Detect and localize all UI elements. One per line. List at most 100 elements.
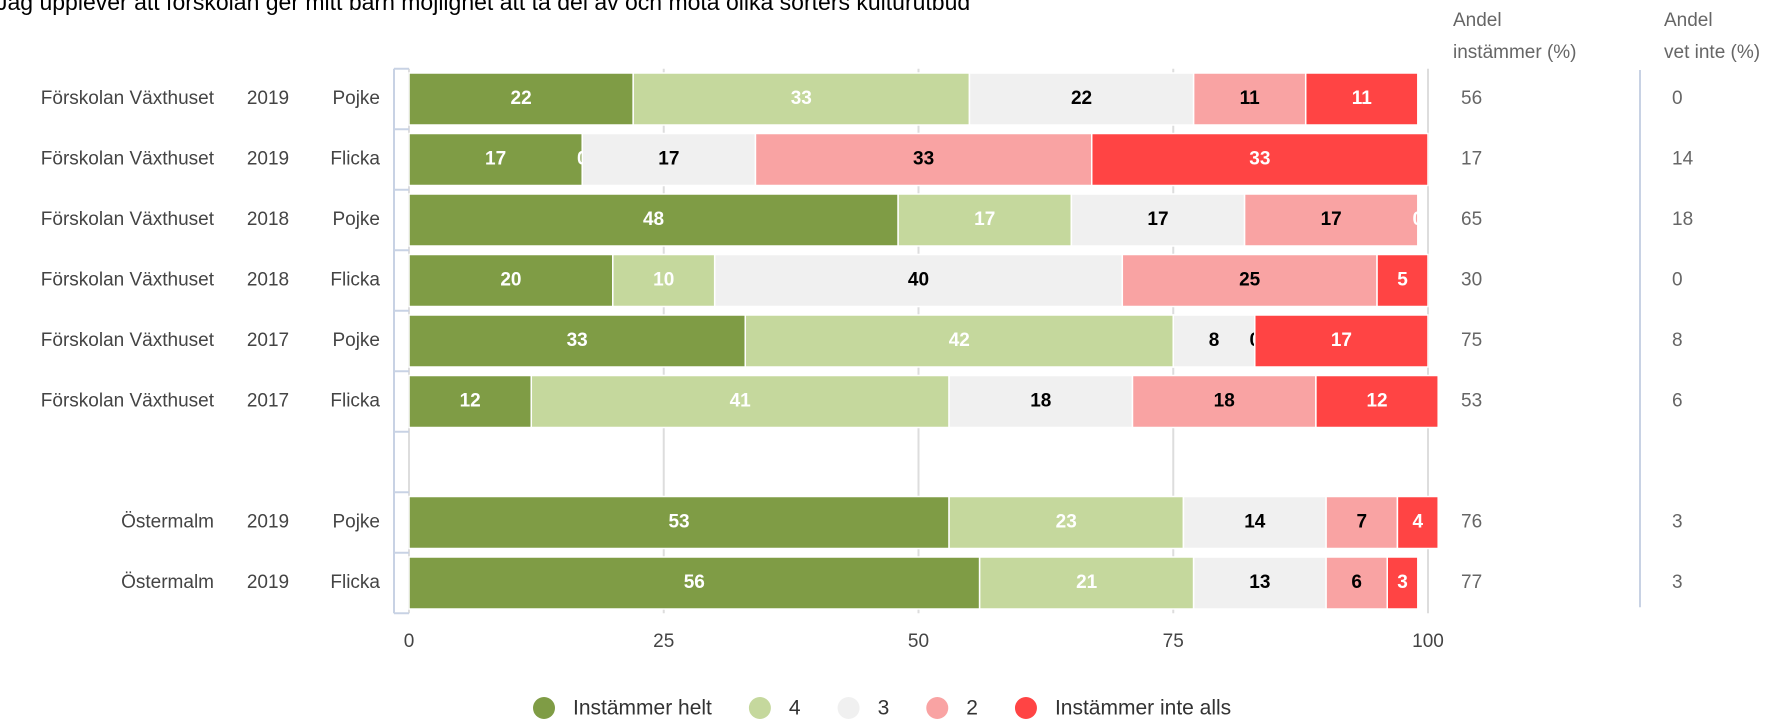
value-label: 22 <box>511 88 532 109</box>
chart-title: Jag upplever att förskolan ger mitt barn… <box>0 0 970 15</box>
value-label: 4 <box>1413 512 1424 533</box>
value-label: 25 <box>1239 270 1261 291</box>
value-label: 6 <box>1351 572 1362 593</box>
value-label: 23 <box>1056 512 1077 533</box>
value-label: 18 <box>1030 391 1051 412</box>
bar-segment <box>408 374 533 429</box>
row-label-gender: Pojke <box>332 512 380 533</box>
column-value: 0 <box>1672 270 1683 291</box>
value-label: 18 <box>1214 391 1235 412</box>
bar-segment <box>1243 193 1419 247</box>
value-label: 12 <box>460 391 481 412</box>
bar-segment <box>1131 374 1317 429</box>
row-label-year: 2017 <box>247 330 289 351</box>
value-label: 33 <box>1249 149 1270 170</box>
row-label-gender: Pojke <box>332 209 380 230</box>
column-value: 76 <box>1461 512 1482 533</box>
bar-segment <box>1376 253 1429 308</box>
value-label: 17 <box>1321 209 1342 230</box>
value-label: 33 <box>567 330 588 351</box>
row-label-school: Förskolan Växthuset <box>41 209 215 230</box>
value-label: 7 <box>1356 512 1367 533</box>
value-label: 3 <box>1397 572 1408 593</box>
column-value: 3 <box>1672 572 1683 593</box>
row-label-year: 2019 <box>247 512 289 533</box>
value-label: 8 <box>1209 330 1220 351</box>
column-value: 0 <box>1672 88 1683 109</box>
legend-label: 3 <box>878 697 890 720</box>
bar-segment <box>612 253 716 308</box>
row-label-gender: Flicka <box>330 391 380 412</box>
row-label-year: 2019 <box>247 149 289 170</box>
value-label: 11 <box>1352 88 1373 109</box>
bar-segment <box>1090 132 1429 187</box>
bar-segment <box>968 72 1195 126</box>
bar-segment <box>1172 314 1256 368</box>
value-label: 21 <box>1076 572 1098 593</box>
value-label: 17 <box>1331 330 1352 351</box>
value-label: 22 <box>1071 88 1092 109</box>
legend-label: 4 <box>789 697 801 720</box>
column-value: 30 <box>1461 270 1482 291</box>
bar-segment <box>632 72 971 126</box>
column-header: instämmer (%) <box>1453 42 1577 63</box>
bar-segment <box>1386 556 1419 610</box>
row-label-year: 2018 <box>247 270 289 291</box>
bar-segment <box>408 253 614 308</box>
column-header: Andel <box>1664 10 1713 31</box>
value-label: 56 <box>684 572 705 593</box>
bar-segment <box>530 374 950 429</box>
legend-marker <box>926 697 949 719</box>
bar-segment <box>1315 374 1439 429</box>
value-label: 53 <box>668 512 689 533</box>
bar-segment <box>408 556 981 610</box>
value-label: 0 <box>1413 209 1424 230</box>
row-label-gender: Flicka <box>330 270 380 291</box>
bar-segment <box>897 193 1073 247</box>
column-value: 53 <box>1461 391 1482 412</box>
column-value: 8 <box>1672 330 1683 351</box>
bar-segment <box>1182 495 1327 550</box>
value-label: 17 <box>974 209 995 230</box>
bar-segment <box>1192 556 1327 610</box>
value-label: 42 <box>949 330 970 351</box>
value-label: 33 <box>913 149 934 170</box>
value-label: 33 <box>791 88 812 109</box>
row-label-school: Förskolan Växthuset <box>41 391 215 412</box>
legend-label: Instämmer helt <box>573 697 712 720</box>
column-header: vet inte (%) <box>1664 42 1760 63</box>
row-label-year: 2019 <box>247 88 289 109</box>
row-label-gender: Flicka <box>330 572 380 593</box>
bar-segment <box>1121 253 1378 308</box>
bar-segment <box>1325 556 1388 610</box>
row-label-school: Östermalm <box>121 572 214 593</box>
value-label: 5 <box>1397 270 1408 291</box>
legend-label: Instämmer inte alls <box>1055 697 1231 720</box>
legend-marker <box>533 697 555 719</box>
column-value: 3 <box>1672 512 1683 533</box>
legend-label: 2 <box>966 697 978 720</box>
value-label: 40 <box>908 270 929 291</box>
value-label: 17 <box>658 149 679 170</box>
row-label-year: 2017 <box>247 391 289 412</box>
x-tick-label: 75 <box>1163 631 1184 652</box>
bar-segment <box>408 72 634 126</box>
row-label-gender: Pojke <box>332 88 380 109</box>
value-label: 11 <box>1240 88 1261 109</box>
column-value: 17 <box>1461 149 1482 170</box>
column-value: 18 <box>1672 209 1693 230</box>
legend-marker <box>748 697 771 719</box>
bar-segment <box>1396 495 1439 550</box>
bar-segment <box>408 193 899 247</box>
row-label-school: Östermalm <box>121 512 214 533</box>
column-header: Andel <box>1453 10 1502 31</box>
bar-segment <box>754 132 1093 187</box>
column-value: 6 <box>1672 391 1683 412</box>
bar-segment <box>1325 495 1399 550</box>
bar-segment <box>713 253 1124 308</box>
bar-segment <box>1070 193 1246 247</box>
legend-marker <box>837 697 860 719</box>
value-label: 10 <box>653 270 674 291</box>
x-tick-label: 50 <box>908 631 929 652</box>
